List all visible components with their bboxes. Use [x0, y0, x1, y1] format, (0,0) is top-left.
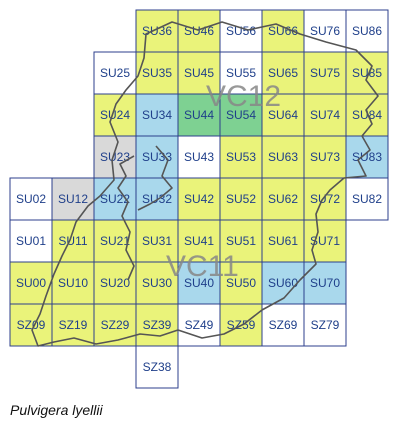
grid-square-sz39 [135, 303, 179, 347]
vice-county-label-vc11: VC11 [166, 250, 239, 283]
grid-label-sz19: SZ19 [59, 318, 88, 332]
grid-label-su34: SU34 [142, 108, 172, 122]
grid-square-su74 [303, 93, 347, 137]
grid-square-su24 [93, 93, 137, 137]
grid-label-su75: SU75 [310, 66, 340, 80]
grid-label-su84: SU84 [352, 108, 382, 122]
grid-label-su21: SU21 [100, 234, 130, 248]
grid-square-su64 [261, 93, 305, 137]
grid-label-su70: SU70 [310, 276, 340, 290]
grid-label-sz79: SZ79 [311, 318, 340, 332]
grid-label-su41: SU41 [184, 234, 214, 248]
grid-label-su51: SU51 [226, 234, 256, 248]
vice-county-labels: VC12 VC11 [166, 80, 281, 283]
grid-square-sz49 [177, 303, 221, 347]
grid-square-su85 [345, 51, 389, 95]
species-name: Pulvigera lyellii [10, 402, 103, 418]
grid-label-su73: SU73 [310, 150, 340, 164]
grid-label-su71: SU71 [310, 234, 340, 248]
grid-square-su70 [303, 261, 347, 305]
grid-square-su86 [345, 9, 389, 53]
grid-label-su11: SU11 [58, 234, 87, 248]
grid-label-su02: SU02 [16, 192, 46, 206]
grid-square-su31 [135, 219, 179, 263]
grid-square-sz79 [303, 303, 347, 347]
grid-square-sz38 [135, 345, 179, 389]
grid-square-su83 [345, 135, 389, 179]
grid-label-su33: SU33 [142, 150, 172, 164]
grid-square-su51 [219, 219, 263, 263]
grid-square-su65 [261, 51, 305, 95]
grid-label-su30: SU30 [142, 276, 172, 290]
grid-label-su66: SU66 [268, 24, 298, 38]
grid-label-su86: SU86 [352, 24, 382, 38]
grid-square-su82 [345, 177, 389, 221]
grid-label-su35: SU35 [142, 66, 172, 80]
grid-label-su74: SU74 [310, 108, 340, 122]
grid-label-su76: SU76 [310, 24, 340, 38]
grid-square-su40 [177, 261, 221, 305]
grid-label-su55: SU55 [226, 66, 256, 80]
grid-label-su10: SU10 [58, 276, 88, 290]
grid-label-sz38: SZ38 [143, 360, 172, 374]
grid-label-su65: SU65 [268, 66, 298, 80]
grid-square-su56 [219, 9, 263, 53]
grid-square-su36 [135, 9, 179, 53]
grid-label-sz69: SZ69 [269, 318, 298, 332]
grid-label-su36: SU36 [142, 24, 172, 38]
vice-county-label-vc12: VC12 [206, 80, 281, 113]
grid-square-su11 [51, 219, 95, 263]
grid-square-su45 [177, 51, 221, 95]
grid-label-su20: SU20 [100, 276, 130, 290]
grid-label-su54: SU54 [226, 108, 256, 122]
grid-square-su30 [135, 261, 179, 305]
grid-square-su34 [135, 93, 179, 137]
county-boundary [31, 21, 379, 347]
grid-label-su52: SU52 [226, 192, 256, 206]
grid-square-sz69 [261, 303, 305, 347]
grid-label-su60: SU60 [268, 276, 298, 290]
grid-square-su54 [219, 93, 263, 137]
grid-label-su24: SU24 [100, 108, 130, 122]
grid-label-su25: SU25 [100, 66, 130, 80]
grid-square-su10 [51, 261, 95, 305]
grid-label-su23: SU23 [100, 150, 130, 164]
grid-square-su44 [177, 93, 221, 137]
grid-label-sz39: SZ39 [143, 318, 172, 332]
grid-label-su85: SU85 [352, 66, 382, 80]
grid-label-su01: SU01 [16, 234, 46, 248]
grid-label-su43: SU43 [184, 150, 214, 164]
grid-square-sz09 [9, 303, 53, 347]
grid-square-su66 [261, 9, 305, 53]
grid-label-su64: SU64 [268, 108, 298, 122]
grid-label-su40: SU40 [184, 276, 214, 290]
grid-label-su45: SU45 [184, 66, 214, 80]
grid-square-su52 [219, 177, 263, 221]
grid-label-su31: SU31 [142, 234, 172, 248]
grid-label-su82: SU82 [352, 192, 382, 206]
grid-label-su12: SU12 [58, 192, 88, 206]
grid-square-su53 [219, 135, 263, 179]
grid-label-su53: SU53 [226, 150, 256, 164]
grid-square-su71 [303, 219, 347, 263]
grid-label-sz49: SZ49 [185, 318, 214, 332]
grid-label-su44: SU44 [184, 108, 214, 122]
grid-label-su61: SU61 [268, 234, 298, 248]
grid-square-su62 [261, 177, 305, 221]
grid-label-su42: SU42 [184, 192, 214, 206]
grid-square-su22 [93, 177, 137, 221]
grid-label-su63: SU63 [268, 150, 298, 164]
grid-label-su83: SU83 [352, 150, 382, 164]
grid-label-su50: SU50 [226, 276, 256, 290]
grid-square-su43 [177, 135, 221, 179]
grid-label-su56: SU56 [226, 24, 256, 38]
grid-label-sz09: SZ09 [17, 318, 46, 332]
grid-label-su00: SU00 [16, 276, 46, 290]
grid-label-su62: SU62 [268, 192, 298, 206]
grid-label-su72: SU72 [310, 192, 340, 206]
grid-label-sz29: SZ29 [101, 318, 130, 332]
